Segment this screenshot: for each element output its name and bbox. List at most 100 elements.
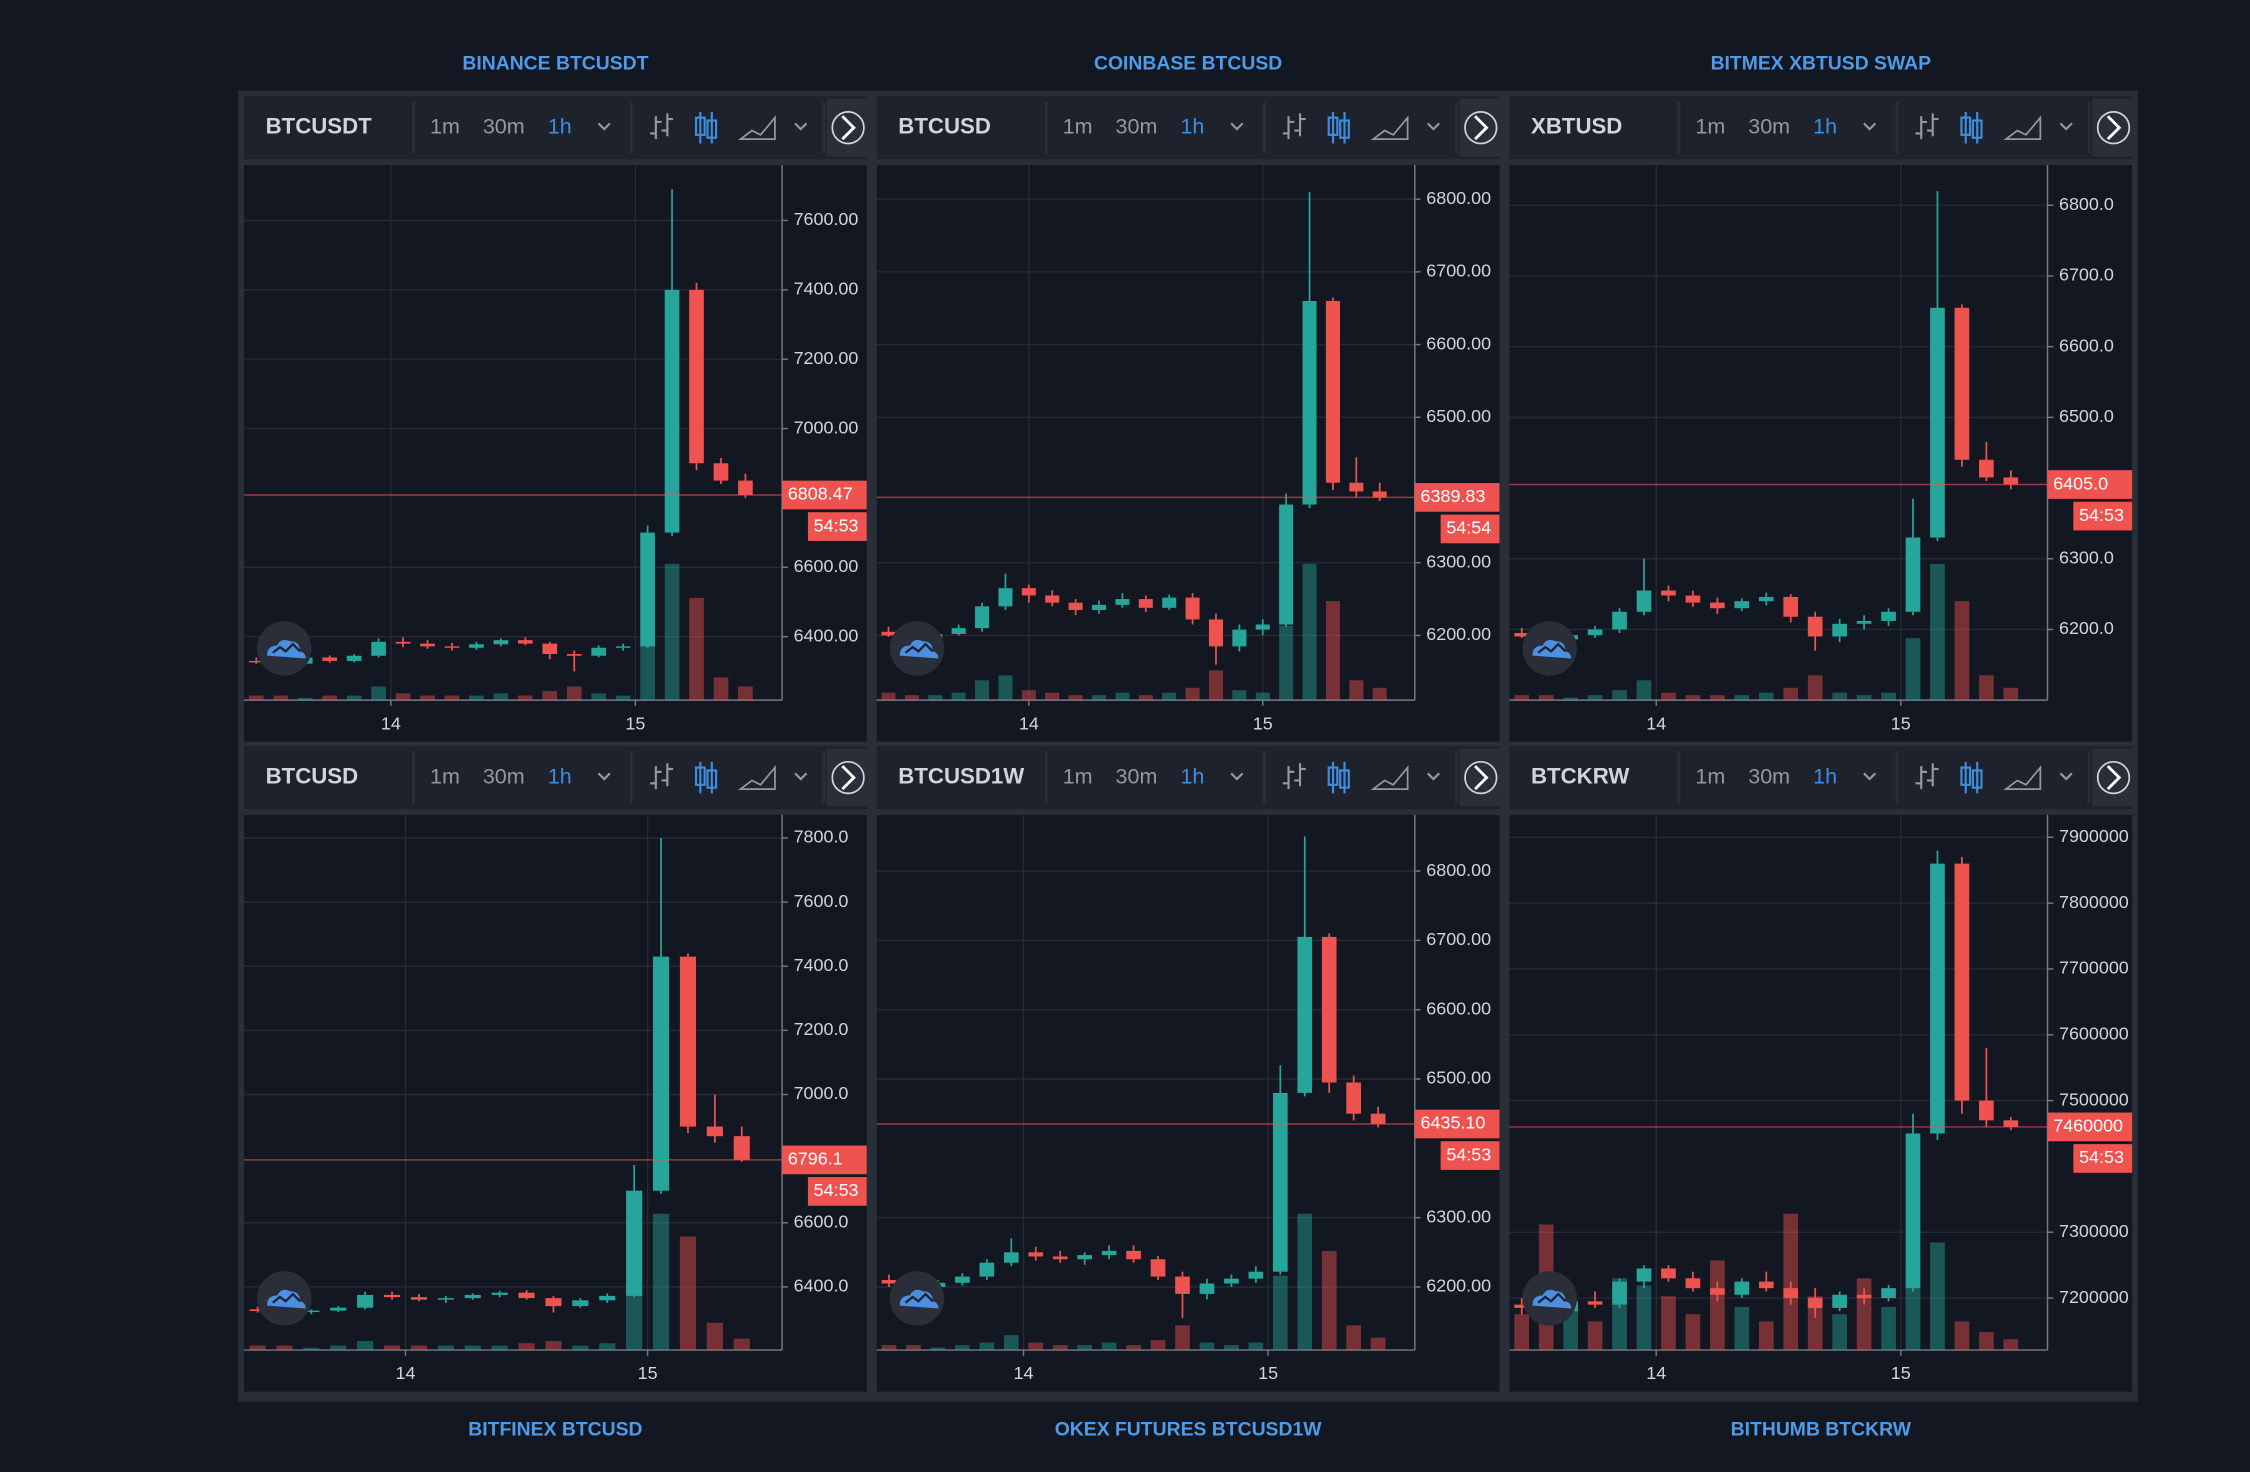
interval-button[interactable]: 1m (430, 114, 460, 138)
dropdown-icon[interactable] (794, 122, 808, 131)
bar-style-icon[interactable] (1915, 763, 1939, 790)
chart-panel: BINANCE BTCUSDT BTCUSDT 1m 30m 1h 6400.00 6600… (244, 53, 867, 742)
scroll-button[interactable] (2091, 98, 2133, 157)
bar-style-icon[interactable] (1282, 763, 1306, 790)
candle-body (1636, 1268, 1652, 1282)
y-tick-label: 6500.0 (2059, 406, 2114, 426)
volume-bar (1832, 692, 1847, 701)
candle-body (493, 640, 509, 645)
y-tick-label: 6800.00 (1426, 860, 1491, 880)
y-tick-label: 6300.00 (1426, 551, 1491, 571)
candle-body (444, 646, 460, 648)
interval-button[interactable]: 1m (1695, 764, 1725, 788)
interval-button[interactable]: 1h (1180, 764, 1204, 788)
candle-body (1905, 537, 1921, 612)
interval-button[interactable]: 1h (1180, 114, 1204, 138)
volume-bar (273, 695, 289, 701)
dropdown-icon[interactable] (597, 122, 611, 131)
volume-bar (518, 1343, 535, 1351)
interval-button[interactable]: 1m (1063, 114, 1093, 138)
volume-bar (1068, 695, 1083, 701)
toolbar (876, 96, 1500, 160)
candle-style-body (694, 766, 706, 786)
dropdown-icon[interactable] (1426, 122, 1440, 131)
volume-bar (1979, 1332, 1994, 1351)
candle-body (1077, 1255, 1093, 1260)
dropdown-icon[interactable] (2059, 772, 2073, 781)
candle-body (591, 647, 607, 656)
interval-button[interactable]: 30m (483, 114, 525, 138)
volume-bar (1185, 687, 1200, 701)
candle-body (1349, 482, 1364, 492)
interval-button[interactable]: 30m (1116, 764, 1158, 788)
candle-body (371, 641, 386, 656)
interval-button[interactable]: 1h (548, 764, 572, 788)
volume-bar (1162, 692, 1177, 701)
interval-button[interactable]: 1m (1695, 114, 1725, 138)
area-style-icon[interactable] (1370, 765, 1409, 790)
bar-style-icon[interactable] (650, 763, 674, 790)
y-tick-label: 6500.00 (1426, 1068, 1491, 1088)
bar-style-icon[interactable] (650, 113, 674, 140)
candle-body (1514, 632, 1530, 637)
candle-body (1068, 602, 1083, 610)
y-tick-label: 6300.00 (1426, 1206, 1491, 1226)
candle-body (383, 1294, 401, 1298)
bar-style-icon[interactable] (1282, 113, 1306, 140)
dropdown-icon[interactable] (597, 772, 611, 781)
area-style-icon[interactable] (2003, 115, 2042, 141)
volume-bar (1349, 680, 1364, 701)
y-tick-label: 7500000 (2059, 1089, 2129, 1109)
volume-bar (491, 1345, 508, 1351)
interval-button[interactable]: 1m (430, 764, 460, 788)
volume-bar (979, 1342, 995, 1351)
volume-bar (928, 695, 943, 701)
candle-body (1856, 1294, 1872, 1299)
scroll-button[interactable] (1459, 98, 1500, 157)
dropdown-icon[interactable] (2059, 122, 2073, 131)
interval-button[interactable]: 30m (483, 764, 525, 788)
volume-bar (1538, 695, 1554, 701)
interval-button[interactable]: 1h (1813, 114, 1837, 138)
area-style-icon[interactable] (2003, 765, 2042, 790)
volume-bar (1302, 563, 1317, 701)
candle-body (979, 1262, 995, 1277)
area-style-icon[interactable] (1370, 115, 1409, 141)
candle-body (1325, 300, 1340, 483)
area-style-icon[interactable] (737, 765, 776, 790)
interval-button[interactable]: 1m (1063, 764, 1093, 788)
area-style-icon[interactable] (737, 115, 776, 141)
dropdown-icon[interactable] (1863, 122, 1877, 131)
scroll-button[interactable] (826, 98, 867, 157)
candle-body (517, 640, 533, 644)
scroll-button[interactable] (2091, 748, 2133, 807)
dropdown-icon[interactable] (1230, 122, 1244, 131)
scroll-button[interactable] (826, 748, 867, 807)
interval-button[interactable]: 30m (1748, 764, 1790, 788)
bar-style-icon[interactable] (1915, 113, 1939, 140)
dropdown-icon[interactable] (1230, 772, 1244, 781)
x-tick-label: 15 (1258, 1363, 1278, 1383)
dropdown-icon[interactable] (1863, 772, 1877, 781)
interval-button[interactable]: 1h (548, 114, 572, 138)
candle-body (1115, 599, 1130, 605)
x-tick-label: 15 (1253, 713, 1273, 733)
volume-bar (591, 693, 607, 701)
candle-body (1302, 300, 1317, 505)
candle-body (1661, 1268, 1676, 1279)
interval-button[interactable]: 1h (1813, 764, 1837, 788)
last-price-box (1414, 1109, 1500, 1139)
candle-body (1370, 1113, 1386, 1125)
scroll-button[interactable] (1459, 748, 1500, 807)
volume-bar (1905, 638, 1921, 701)
dropdown-icon[interactable] (1426, 772, 1440, 781)
y-tick-label: 7200.00 (794, 348, 859, 368)
interval-button[interactable]: 30m (1116, 114, 1158, 138)
candle-body (1612, 611, 1627, 630)
volume-bar (881, 1345, 897, 1351)
candle-body (420, 643, 435, 647)
dropdown-icon[interactable] (794, 772, 808, 781)
y-tick-label: 7000.0 (794, 1083, 849, 1103)
volume-bar (1045, 692, 1060, 701)
interval-button[interactable]: 30m (1748, 114, 1790, 138)
